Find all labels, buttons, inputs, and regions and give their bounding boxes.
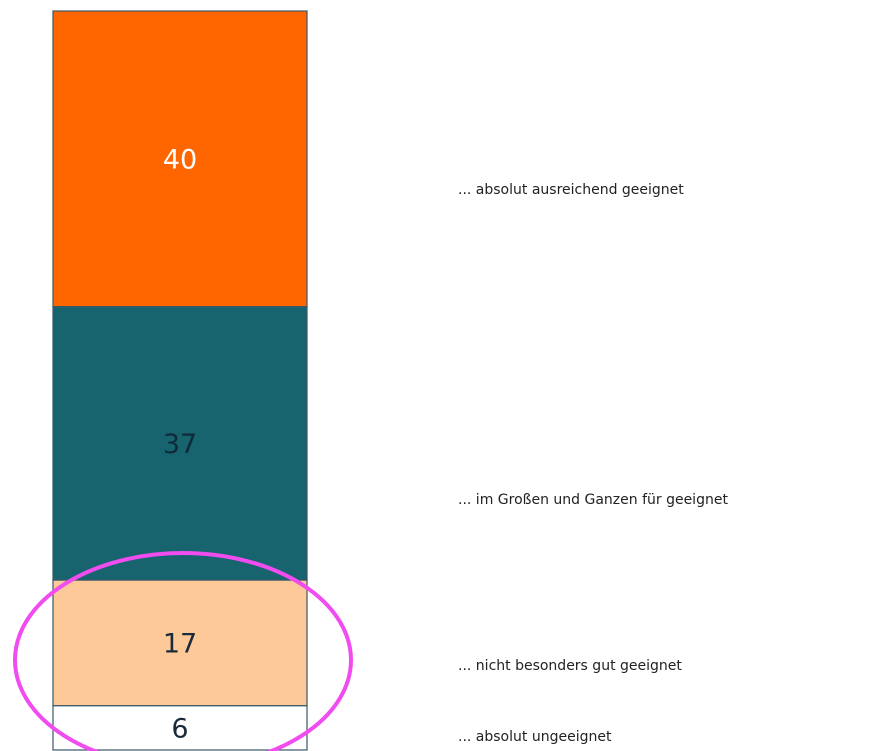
legend-label: ... absolut ungeeignet xyxy=(458,729,612,745)
legend-label: ... nicht besonders gut geeignet xyxy=(458,658,682,674)
bar-segment xyxy=(52,705,308,751)
value-label: 6 xyxy=(171,713,188,744)
highlight-ellipse xyxy=(13,551,353,751)
bar-segment xyxy=(52,10,308,308)
value-label: 17 xyxy=(163,628,197,659)
legend-label: ... im Großen und Ganzen für geeignet xyxy=(458,492,728,508)
value-label: 40 xyxy=(163,144,197,175)
bar-segment xyxy=(52,579,308,707)
value-label: 37 xyxy=(163,429,197,460)
legend-label: ... absolut ausreichend geeignet xyxy=(458,182,684,198)
